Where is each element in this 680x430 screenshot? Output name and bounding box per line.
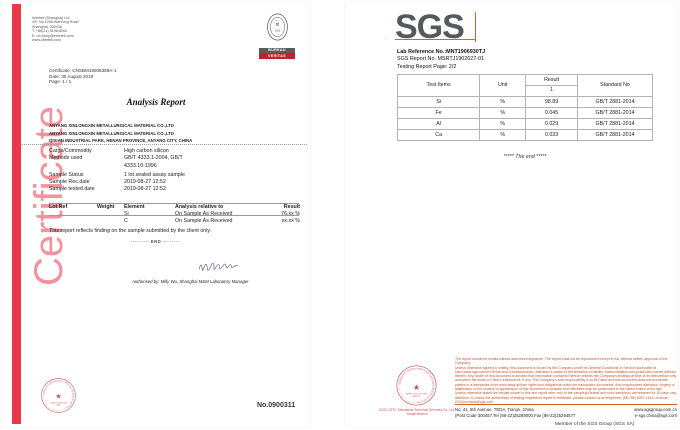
svg-text:SERVICE: SERVICE — [413, 396, 422, 398]
svg-text:1828: 1828 — [274, 30, 280, 33]
svg-text:★: ★ — [413, 383, 420, 392]
svg-text:⚖: ⚖ — [275, 21, 279, 26]
svg-text:QUALITY INSPECTION: QUALITY INSPECTION — [50, 401, 68, 404]
svg-text:★: ★ — [55, 393, 61, 401]
svg-text:INSPECTION & TESTING: INSPECTION & TESTING — [406, 394, 428, 396]
